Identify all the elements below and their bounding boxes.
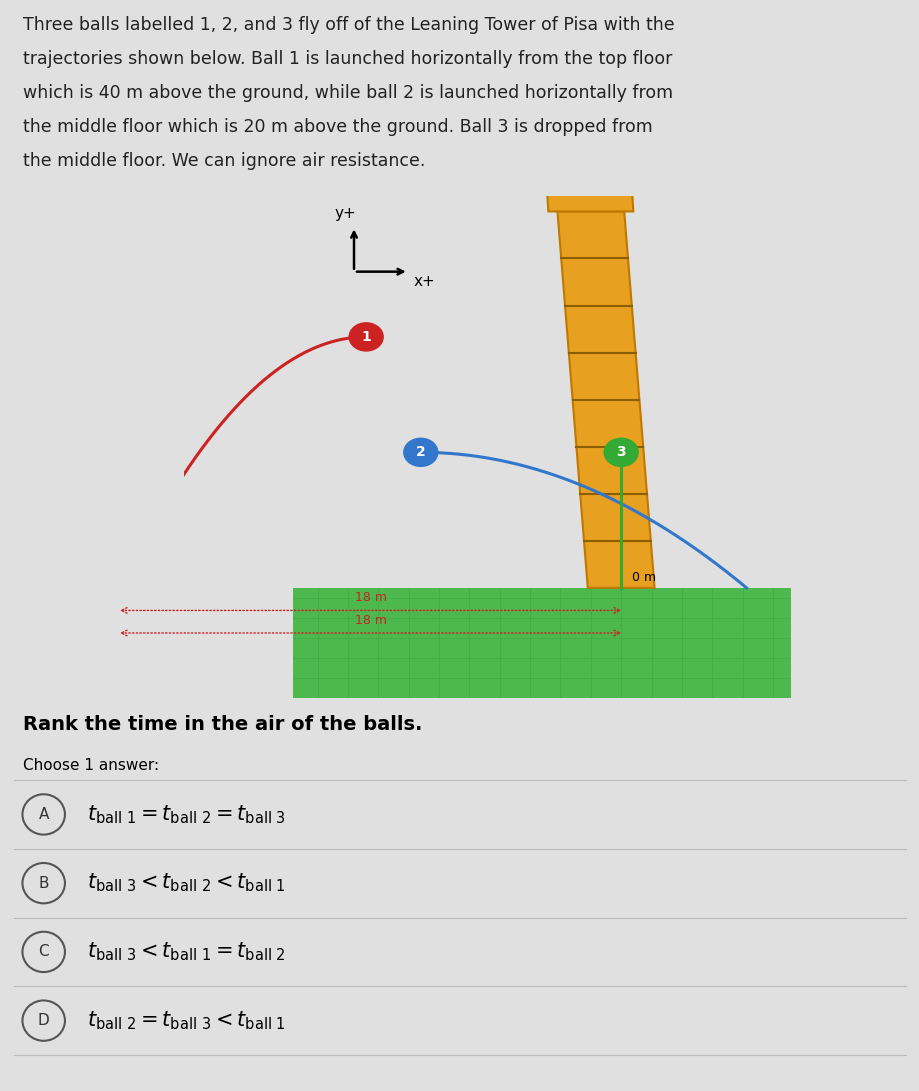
Text: Three balls labelled 1, 2, and 3 fly off of the Leaning Tower of Pisa with the: Three balls labelled 1, 2, and 3 fly off…	[23, 16, 674, 34]
Circle shape	[403, 439, 437, 466]
Text: which is 40 m above the ground, while ball 2 is launched horizontally from: which is 40 m above the ground, while ba…	[23, 84, 673, 101]
Text: $t_{\rm ball\ 2} = t_{\rm ball\ 3} < t_{\rm ball\ 1}$: $t_{\rm ball\ 2} = t_{\rm ball\ 3} < t_{…	[87, 1009, 286, 1032]
Polygon shape	[569, 166, 608, 187]
Text: 18 m: 18 m	[354, 591, 386, 604]
Text: 3: 3	[616, 445, 625, 459]
Text: $t_{\rm ball\ 3} < t_{\rm ball\ 2} < t_{\rm ball\ 1}$: $t_{\rm ball\ 3} < t_{\rm ball\ 2} < t_{…	[87, 872, 286, 895]
Text: 2: 2	[415, 445, 425, 459]
Text: 1: 1	[361, 329, 370, 344]
Circle shape	[604, 439, 638, 466]
Text: 0 m: 0 m	[631, 571, 655, 584]
Polygon shape	[546, 187, 632, 212]
Polygon shape	[557, 212, 654, 588]
Text: 18 m: 18 m	[354, 614, 386, 627]
Text: the middle floor which is 20 m above the ground. Ball 3 is dropped from: the middle floor which is 20 m above the…	[23, 118, 652, 135]
Text: y+: y+	[334, 206, 356, 221]
Text: Choose 1 answer:: Choose 1 answer:	[23, 758, 159, 774]
Text: C: C	[39, 945, 49, 959]
Text: $t_{\rm ball\ 3} < t_{\rm ball\ 1} = t_{\rm ball\ 2}$: $t_{\rm ball\ 3} < t_{\rm ball\ 1} = t_{…	[87, 940, 286, 963]
Text: Rank the time in the air of the balls.: Rank the time in the air of the balls.	[23, 715, 422, 733]
Text: x+: x+	[413, 274, 435, 289]
Text: A: A	[39, 807, 49, 822]
Text: $t_{\rm ball\ 1} = t_{\rm ball\ 2} = t_{\rm ball\ 3}$: $t_{\rm ball\ 1} = t_{\rm ball\ 2} = t_{…	[87, 803, 286, 826]
Text: trajectories shown below. Ball 1 is launched horizontally from the top floor: trajectories shown below. Ball 1 is laun…	[23, 50, 672, 68]
Bar	[293, 588, 790, 698]
Circle shape	[349, 323, 382, 351]
Text: the middle floor. We can ignore air resistance.: the middle floor. We can ignore air resi…	[23, 152, 425, 169]
Text: D: D	[38, 1014, 50, 1028]
Text: B: B	[39, 876, 49, 890]
